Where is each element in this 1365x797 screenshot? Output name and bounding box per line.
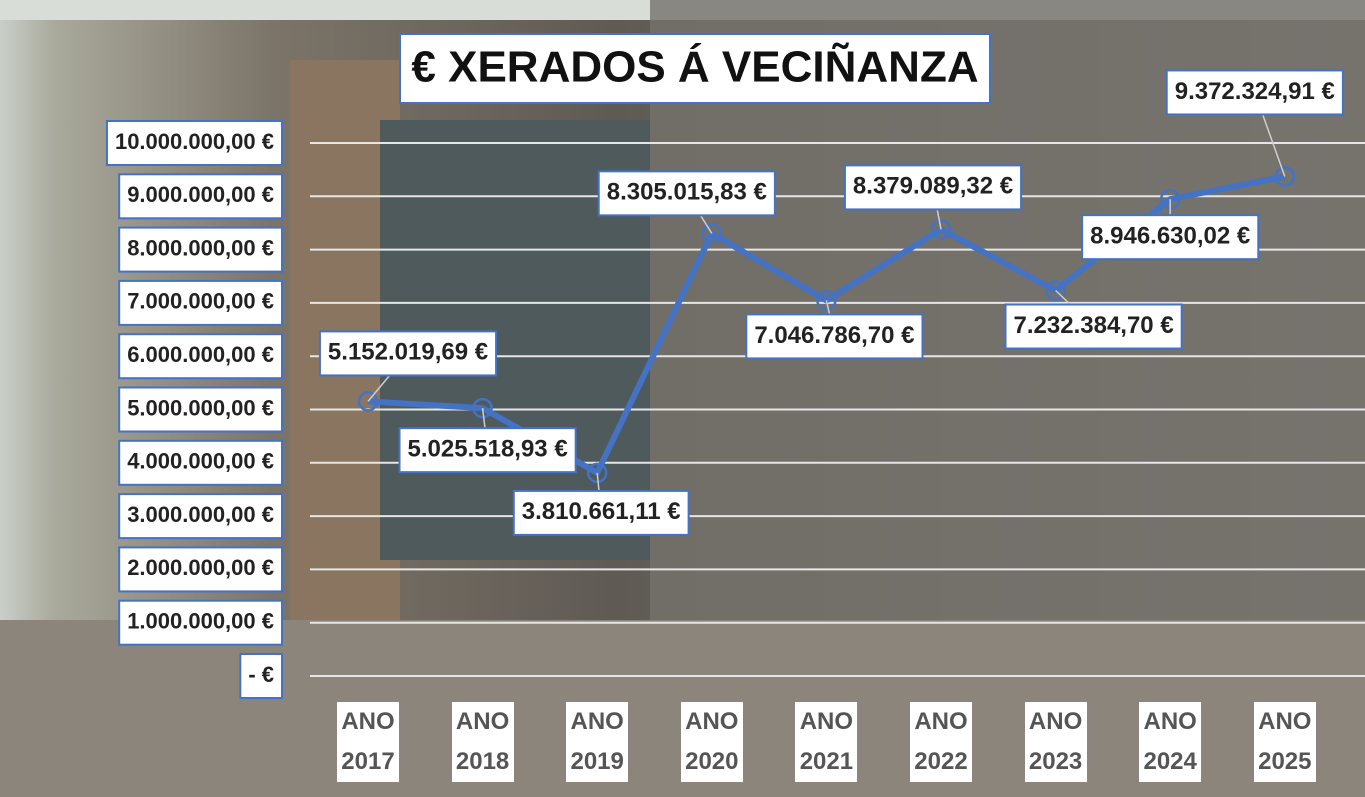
label-box — [398, 427, 577, 474]
data-label: 8.305.015,83 € — [607, 179, 767, 206]
marker — [816, 290, 837, 311]
x-tick-label: ANO 2022 — [910, 702, 972, 782]
data-label: 7.046.786,70 € — [754, 322, 914, 349]
marker — [586, 462, 608, 484]
x-tick-label: ANO 2018 — [451, 702, 514, 782]
label-box — [118, 599, 283, 646]
chart-title: € XERADOS Á VECIÑANZA — [411, 42, 978, 92]
marker — [472, 397, 493, 419]
label-box — [118, 333, 283, 380]
label-box — [597, 170, 776, 217]
data-label: 5.025.518,93 € — [408, 435, 568, 462]
y-tick-label: 2.000.000,00 € — [127, 555, 274, 580]
y-tick-label: 10.000.000,00 € — [115, 129, 274, 154]
label-box — [118, 173, 283, 220]
y-tick-label: 7.000.000,00 € — [127, 289, 274, 314]
data-label: 9.372.324,91 € — [1175, 78, 1335, 105]
label-box — [512, 489, 690, 536]
label-box — [745, 313, 924, 360]
x-tick-label: ANO 2020 — [680, 702, 743, 782]
title-box — [399, 33, 991, 104]
marker — [1274, 166, 1296, 187]
y-tick-label: 6.000.000,00 € — [127, 342, 274, 367]
x-tick-label: ANO 2019 — [566, 702, 629, 782]
y-tick-label: 8.000.000,00 € — [127, 235, 274, 260]
marker — [930, 219, 952, 240]
label-box — [118, 493, 283, 540]
label-box — [118, 226, 283, 273]
x-tick-label: ANO 2023 — [1024, 702, 1087, 782]
label-box — [1165, 69, 1344, 116]
label-box — [1004, 303, 1183, 350]
label-box — [843, 164, 1023, 211]
marker — [357, 391, 379, 412]
data-label: 7.232.384,70 € — [1014, 312, 1174, 339]
marker — [1045, 280, 1066, 301]
y-tick-label: 9.000.000,00 € — [127, 182, 274, 207]
data-label: 5.152.019,69 € — [328, 339, 488, 366]
label-box — [118, 279, 283, 326]
data-label: 8.946.630,02 € — [1090, 222, 1250, 249]
label-box — [105, 120, 283, 166]
x-tick-label: ANO 2025 — [1253, 702, 1316, 782]
y-tick-label: 4.000.000,00 € — [127, 449, 274, 474]
y-tick-label: - € — [248, 662, 274, 687]
marker — [701, 223, 723, 244]
label-box — [118, 546, 283, 593]
label-box — [239, 653, 283, 699]
label-box — [118, 439, 283, 486]
y-tick-label: 1.000.000,00 € — [127, 609, 274, 634]
label-box — [318, 330, 498, 377]
y-tick-label: 5.000.000,00 € — [127, 395, 274, 420]
x-tick-label: ANO 2017 — [337, 702, 399, 782]
data-label: 8.379.089,32 € — [853, 173, 1013, 200]
y-tick-label: 3.000.000,00 € — [127, 502, 274, 527]
x-tick-label: ANO 2024 — [1139, 702, 1202, 782]
x-tick-label: ANO 2021 — [795, 702, 858, 782]
data-label: 3.810.661,11 € — [522, 498, 681, 525]
label-box — [118, 386, 283, 433]
label-box — [1081, 214, 1260, 261]
